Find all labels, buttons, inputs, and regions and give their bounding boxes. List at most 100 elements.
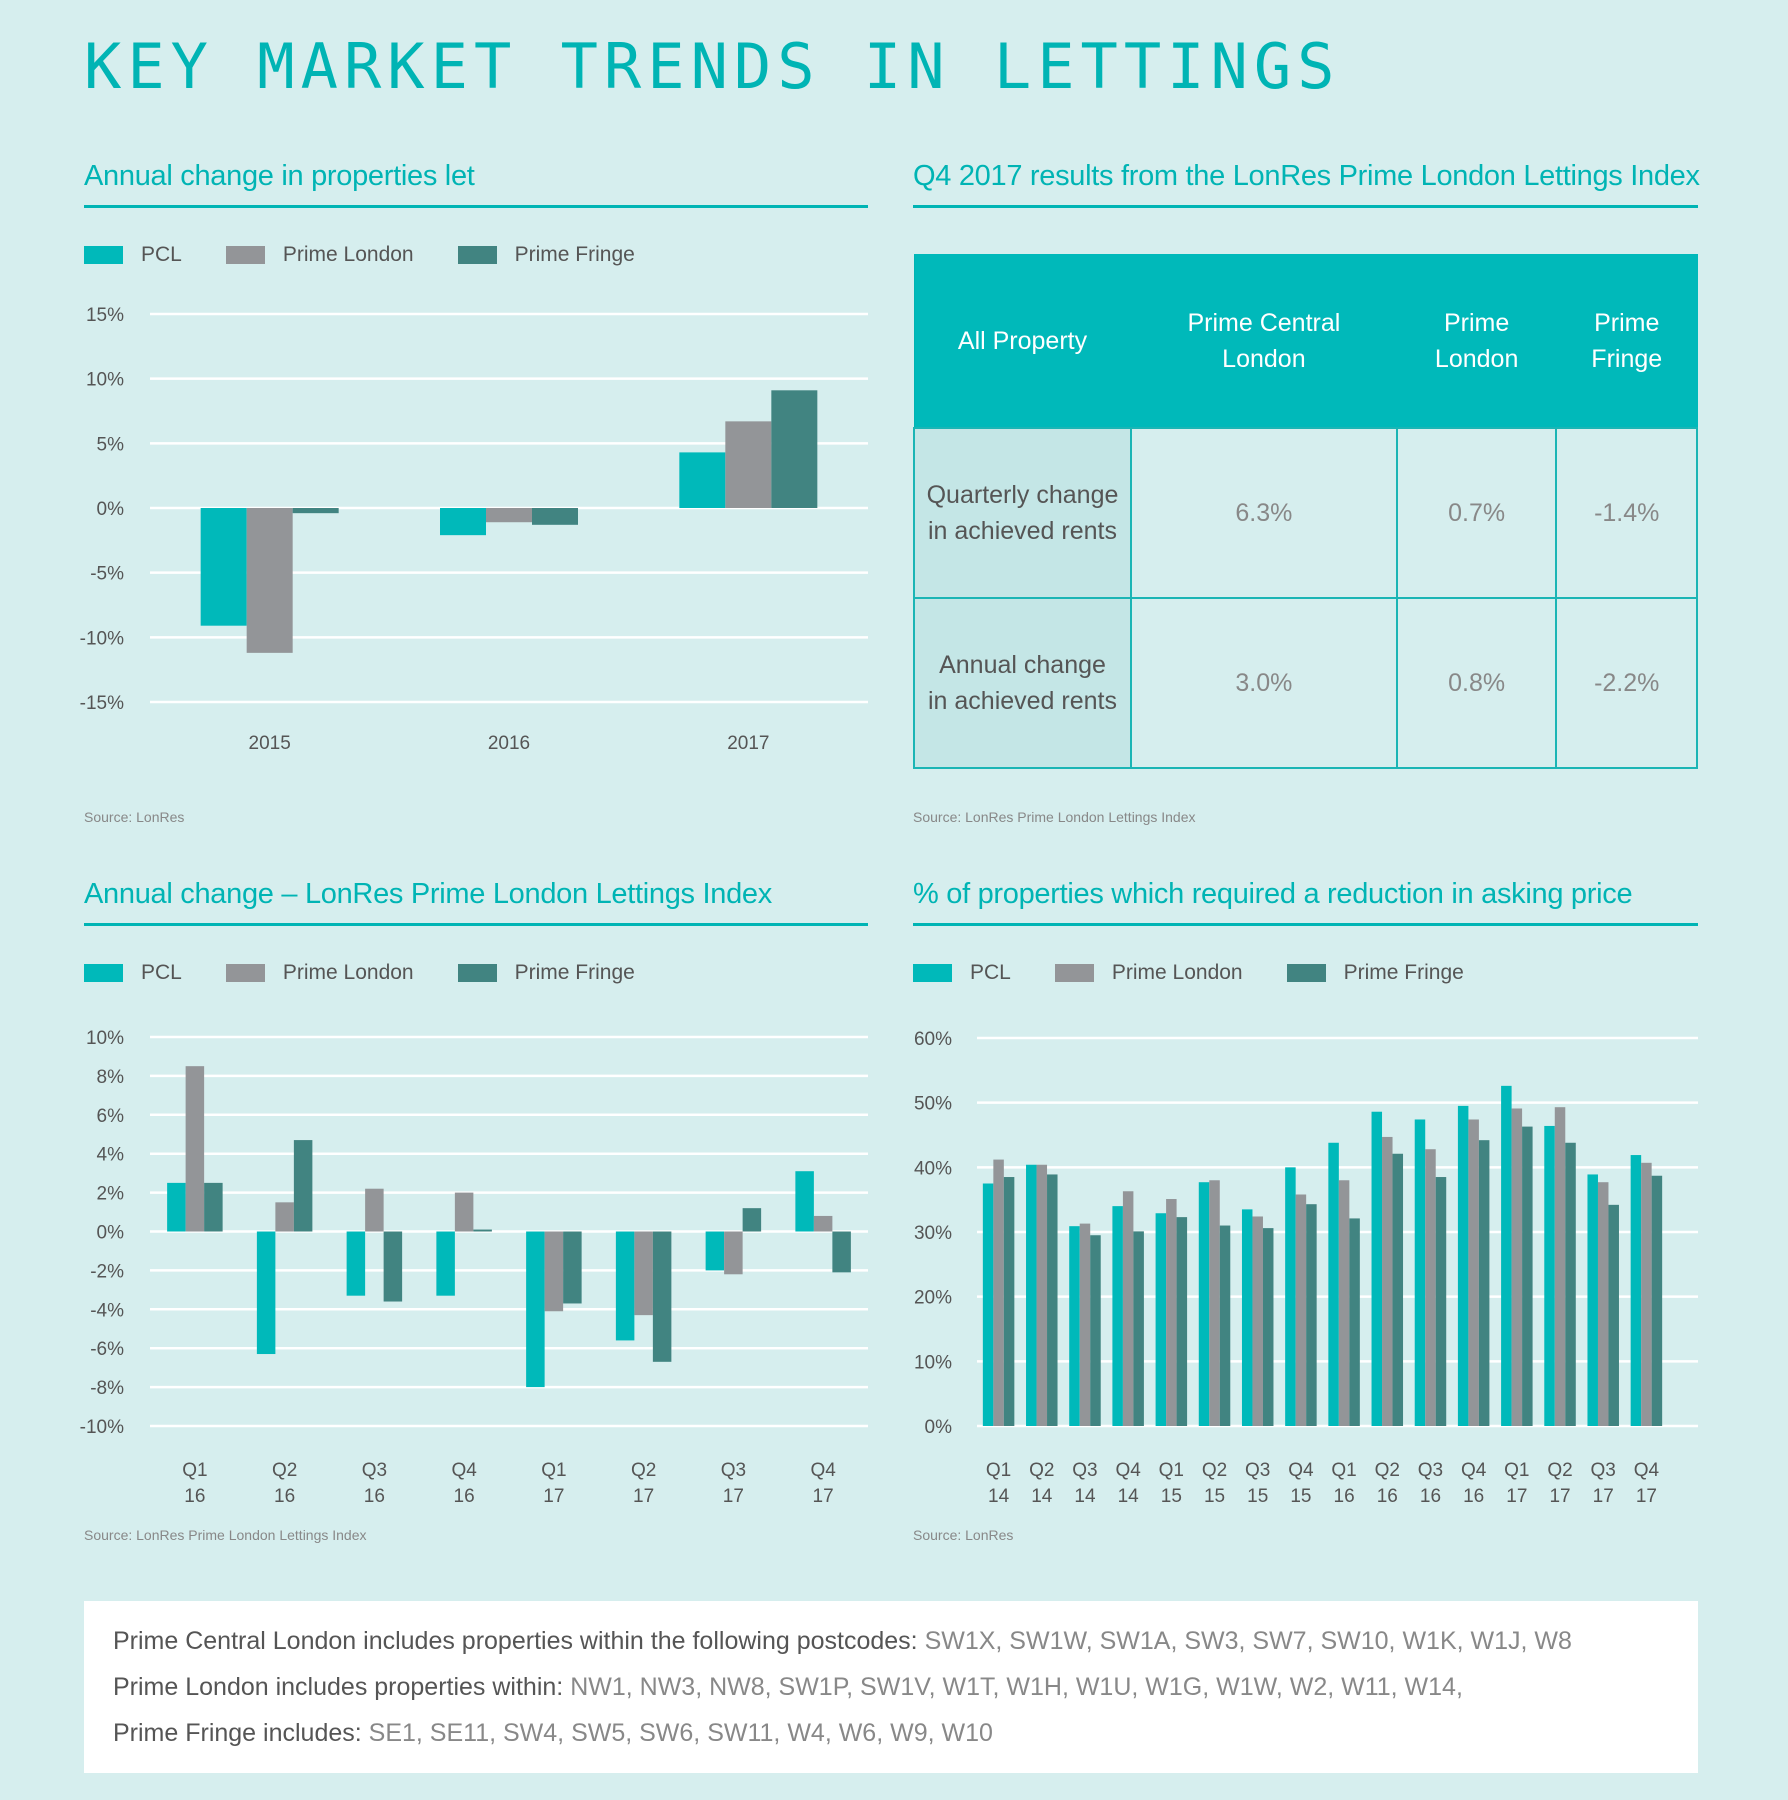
chart-annual-change-lettings-index: 10% 8% 6% 4% 2% 0% -2% -4% -6% -8% -10% Q1 16 Q2 16 Q3 1… bbox=[80, 1028, 868, 1507]
note-codes: SE1, SE11, SW4, SW5, SW6, SW11, W4, W6, … bbox=[361, 1719, 993, 1747]
postcode-notes-box: Prime Central London includes properties… bbox=[84, 1601, 1698, 1773]
x-tick-label: Q3 bbox=[1245, 1460, 1270, 1481]
y-tick-label: 20% bbox=[914, 1288, 952, 1309]
chart-annual-change-properties-let: 15% 10% 5% 0% -5% -10% -15% 2015 2016 2017 bbox=[80, 305, 868, 754]
legend-swatch-prime-london bbox=[1054, 964, 1094, 982]
bar-pcl bbox=[615, 1231, 635, 1341]
bar-prime-london bbox=[1252, 1216, 1263, 1426]
legend-item-prime-london: Prime London bbox=[225, 243, 414, 267]
bar-pcl bbox=[705, 1231, 725, 1271]
legend-label-prime-fringe: Prime Fringe bbox=[514, 961, 635, 984]
bar-prime-london bbox=[275, 1202, 294, 1232]
bar-prime-fringe bbox=[1349, 1218, 1360, 1426]
x-tick-label: 14 bbox=[1118, 1486, 1140, 1507]
legend-label-pcl: PCL bbox=[970, 961, 1011, 984]
header-line: London bbox=[1222, 345, 1306, 373]
legend-swatch-prime-fringe bbox=[1286, 964, 1326, 982]
bar-prime-london bbox=[1338, 1180, 1350, 1426]
row-label-line: Quarterly change bbox=[926, 481, 1119, 509]
bar-prime-fringe bbox=[652, 1231, 672, 1362]
bar-pcl bbox=[1587, 1174, 1598, 1426]
x-tick-label: Q4 bbox=[1461, 1460, 1487, 1481]
chart3-title-rule bbox=[84, 923, 868, 926]
bar-pcl bbox=[679, 452, 726, 508]
chart-asking-price-reduction: 60% 50% 40% 30% 20% 10% 0% Q1 14 Q2 14 Q3 14 Q4 14 Q1 15… bbox=[914, 1029, 1698, 1507]
row-label-line: in achieved rents bbox=[927, 687, 1117, 715]
x-tick-label: 17 bbox=[633, 1486, 654, 1507]
x-tick-label: 17 bbox=[1636, 1486, 1657, 1507]
bar-pcl bbox=[440, 508, 486, 536]
y-tick-label: 0% bbox=[97, 499, 125, 520]
bar-prime-fringe bbox=[1608, 1204, 1619, 1426]
table-header-prime-london: Prime London bbox=[1396, 254, 1557, 429]
bar-prime-fringe bbox=[1651, 1175, 1663, 1426]
legend-label-prime-london: Prime London bbox=[1111, 961, 1243, 984]
bar-pcl bbox=[346, 1231, 366, 1296]
bar-pcl bbox=[1630, 1155, 1642, 1426]
bar-pcl bbox=[982, 1183, 994, 1426]
bar-prime-london bbox=[813, 1215, 833, 1232]
x-tick-label: 16 bbox=[364, 1486, 385, 1507]
y-tick-label: -10% bbox=[80, 628, 124, 649]
bar-prime-fringe bbox=[771, 390, 818, 508]
y-tick-label: -5% bbox=[90, 564, 124, 585]
x-tick-label: Q3 bbox=[1418, 1460, 1443, 1481]
bar-pcl bbox=[526, 1231, 545, 1388]
y-tick-label: 40% bbox=[914, 1158, 952, 1179]
legend-swatch-prime-fringe bbox=[457, 246, 497, 264]
note-pcl: Prime Central London includes properties… bbox=[113, 1627, 1572, 1656]
cell-quarterly-prime-london: 0.7% bbox=[1395, 427, 1558, 599]
x-tick-label: 15 bbox=[1204, 1486, 1225, 1507]
bar-prime-fringe bbox=[1478, 1140, 1490, 1426]
bar-prime-fringe bbox=[1392, 1153, 1404, 1426]
x-tick-label: Q3 bbox=[1072, 1460, 1097, 1481]
x-tick-label: 2017 bbox=[727, 733, 769, 754]
page-title: KEY MARKET TRENDS IN LETTINGS bbox=[84, 30, 1341, 103]
legend-item-prime-london: Prime London bbox=[1054, 961, 1243, 985]
x-tick-label: 15 bbox=[1290, 1486, 1311, 1507]
bar-prime-fringe bbox=[1565, 1142, 1576, 1426]
y-tick-label: 10% bbox=[86, 1028, 124, 1049]
x-tick-label: 17 bbox=[1549, 1486, 1570, 1507]
row-label-quarterly: Quarterly change in achieved rents bbox=[913, 427, 1132, 599]
table-title: Q4 2017 results from the LonRes Prime Lo… bbox=[913, 160, 1700, 192]
y-tick-label: 4% bbox=[97, 1145, 125, 1166]
y-tick-label: 15% bbox=[86, 305, 124, 326]
legend-swatch-pcl bbox=[84, 246, 123, 264]
x-tick-label: Q1 bbox=[1159, 1460, 1184, 1481]
legend-swatch-pcl bbox=[913, 964, 952, 982]
legend-label-prime-fringe: Prime Fringe bbox=[1343, 961, 1464, 984]
bar-pcl bbox=[1198, 1182, 1210, 1426]
q4-2017-results-table: All Property Prime Central London Prime Lo… bbox=[913, 254, 1698, 769]
y-tick-label: 60% bbox=[914, 1029, 952, 1050]
chart1-source: Source: LonRes bbox=[84, 809, 185, 825]
x-tick-label: 16 bbox=[1463, 1486, 1484, 1507]
x-tick-label: 16 bbox=[1420, 1486, 1441, 1507]
row-label-line: Annual change bbox=[939, 651, 1106, 679]
bar-prime-fringe bbox=[742, 1208, 762, 1232]
y-tick-label: 50% bbox=[914, 1094, 952, 1115]
cell-annual-pcl: 3.0% bbox=[1130, 597, 1398, 769]
chart1-title: Annual change in properties let bbox=[84, 160, 475, 192]
legend-label-prime-london: Prime London bbox=[282, 961, 414, 984]
chart3-source: Source: LonRes Prime London Lettings Ind… bbox=[84, 1527, 367, 1543]
legend-swatch-prime-fringe bbox=[457, 964, 497, 982]
bar-prime-london bbox=[1468, 1119, 1479, 1426]
bar-prime-fringe bbox=[1262, 1228, 1274, 1426]
table-header-prime-fringe: Prime Fringe bbox=[1555, 254, 1698, 429]
legend-label-pcl: PCL bbox=[141, 961, 182, 984]
x-tick-label: 15 bbox=[1247, 1486, 1268, 1507]
x-tick-label: 14 bbox=[988, 1486, 1010, 1507]
bar-pcl bbox=[1544, 1125, 1555, 1426]
bar-pcl bbox=[1285, 1167, 1296, 1426]
y-tick-label: 2% bbox=[97, 1184, 125, 1205]
note-lead: Prime Central London includes properties… bbox=[113, 1627, 918, 1655]
chart1-title-rule bbox=[84, 205, 868, 208]
table-row-quarterly: Quarterly change in achieved rents 6.3% 0… bbox=[913, 427, 1698, 599]
cell-annual-prime-london: 0.8% bbox=[1395, 597, 1558, 769]
legend-label-prime-fringe: Prime Fringe bbox=[514, 243, 635, 266]
bar-prime-london bbox=[486, 508, 532, 523]
legend-item-prime-fringe: Prime Fringe bbox=[457, 243, 635, 267]
legend-item-pcl: PCL bbox=[84, 243, 182, 267]
x-tick-label: Q2 bbox=[1029, 1460, 1054, 1481]
